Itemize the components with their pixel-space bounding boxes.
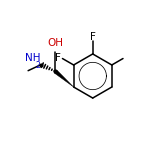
- Text: 2: 2: [36, 61, 40, 70]
- Text: F: F: [55, 53, 61, 63]
- Text: F: F: [90, 32, 96, 42]
- Text: OH: OH: [47, 38, 64, 48]
- Polygon shape: [54, 70, 74, 87]
- Text: NH: NH: [25, 53, 40, 63]
